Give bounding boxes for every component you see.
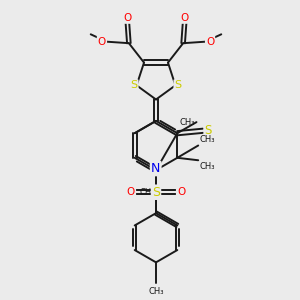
Text: N: N	[151, 162, 160, 175]
Text: O: O	[98, 37, 106, 47]
Text: O: O	[181, 13, 189, 23]
Text: O: O	[123, 13, 131, 23]
Text: S: S	[152, 186, 160, 199]
Text: O: O	[127, 187, 135, 197]
Text: CH₃: CH₃	[139, 188, 154, 197]
Text: CH₃: CH₃	[179, 118, 195, 127]
Text: CH₃: CH₃	[200, 135, 215, 144]
Text: CH₃: CH₃	[148, 287, 164, 296]
Text: S: S	[205, 124, 212, 137]
Text: O: O	[177, 187, 185, 197]
Text: O: O	[206, 37, 214, 47]
Text: S: S	[130, 80, 137, 90]
Text: S: S	[175, 80, 182, 90]
Text: CH₃: CH₃	[200, 162, 215, 171]
